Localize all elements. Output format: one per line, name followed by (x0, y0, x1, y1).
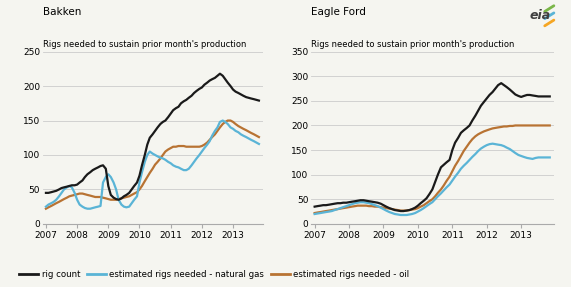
Legend: rig count, estimated rigs needed - natural gas, estimated rigs needed - oil: rig count, estimated rigs needed - natur… (16, 267, 413, 283)
Text: Eagle Ford: Eagle Ford (311, 7, 366, 17)
Text: Rigs needed to sustain prior month's production: Rigs needed to sustain prior month's pro… (43, 40, 246, 49)
Text: Rigs needed to sustain prior month's production: Rigs needed to sustain prior month's pro… (311, 40, 514, 49)
Text: Bakken: Bakken (43, 7, 81, 17)
Text: eia: eia (530, 9, 551, 22)
